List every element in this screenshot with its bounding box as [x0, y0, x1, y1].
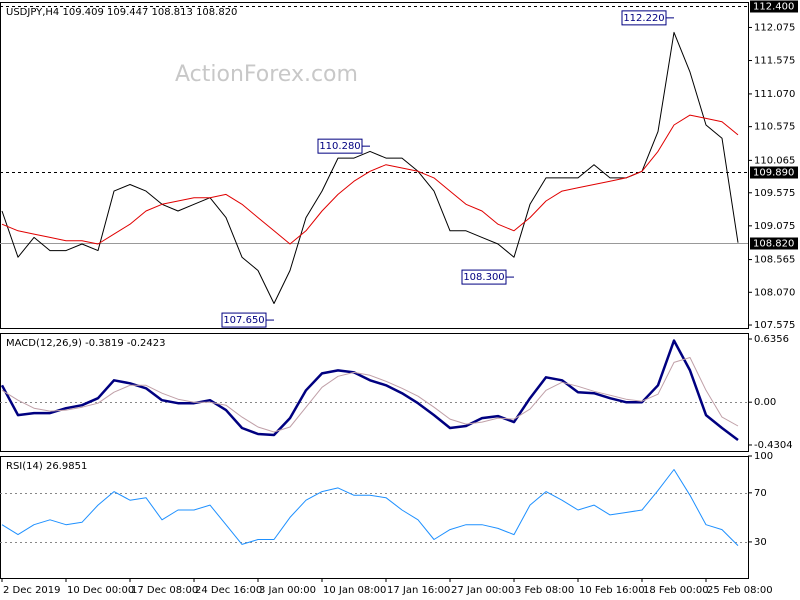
y-tick-label: 110.065 [754, 155, 795, 166]
x-tick-label: 17 Jan 16:00 [387, 585, 450, 596]
price-level-box [750, 166, 798, 179]
x-tick-label: 27 Jan 00:00 [451, 585, 514, 596]
annotation-box [461, 269, 507, 285]
y-tick-label: 108.565 [754, 255, 795, 266]
panel-frame [0, 333, 749, 452]
y-tick-label: 107.575 [754, 320, 795, 331]
annotation-label: 108.300 [463, 272, 504, 283]
x-tick-label: 3 Feb 08:00 [515, 585, 574, 596]
series-line [1, 469, 739, 546]
series-line [0, 339, 739, 441]
annotation-box [317, 138, 363, 154]
y-tick-label: 0.00 [754, 397, 776, 408]
price-level-label: 112.400 [753, 2, 794, 13]
y-tick-label: 109.575 [754, 188, 795, 199]
annotation-label: 107.650 [223, 315, 264, 326]
annotation-box [221, 312, 267, 328]
y-tick-label: 111.070 [754, 89, 795, 100]
panel-title: RSI(14) 26.9851 [6, 461, 87, 472]
x-tick-label: 2 Dec 2019 [3, 585, 61, 596]
y-tick-label: 110.575 [754, 122, 795, 133]
x-tick-label: 18 Feb 00:00 [643, 585, 709, 596]
y-tick-label: 108.070 [754, 287, 795, 298]
series-line [1, 357, 739, 433]
annotation-box [621, 10, 667, 26]
y-tick-label: 0.6356 [754, 334, 789, 345]
y-tick-label: 112.075 [754, 22, 795, 33]
watermark: ActionForex.com [175, 62, 358, 87]
y-tick-label: 109.075 [754, 221, 795, 232]
price-level-label: 108.820 [753, 239, 794, 250]
panel-title: USDJPY,H4 109.409 109.447 108.813 108.82… [6, 7, 237, 18]
x-tick-label: 17 Dec 08:00 [131, 585, 198, 596]
series-line [1, 114, 739, 245]
annotation-label: 112.220 [623, 13, 664, 24]
x-tick-label: 10 Feb 16:00 [579, 585, 645, 596]
y-tick-label: 100 [754, 451, 773, 462]
price-level-box [750, 237, 798, 250]
series-line [1, 31, 739, 304]
y-tick-label: -0.4304 [754, 440, 793, 451]
price-level-label: 109.890 [753, 168, 794, 179]
y-tick-label: 111.575 [754, 56, 795, 67]
y-tick-label: 70 [754, 488, 767, 499]
panel-title: MACD(12,26,9) -0.3819 -0.2423 [6, 338, 166, 349]
x-tick-label: 10 Dec 00:00 [67, 585, 134, 596]
x-tick-label: 24 Dec 16:00 [195, 585, 262, 596]
panel-frame [0, 2, 749, 329]
panel-frame [0, 456, 749, 579]
price-level-box [750, 0, 798, 13]
x-tick-label: 10 Jan 08:00 [323, 585, 386, 596]
x-tick-label: 3 Jan 00:00 [259, 585, 316, 596]
x-tick-label: 25 Feb 08:00 [707, 585, 773, 596]
annotation-label: 110.280 [319, 141, 360, 152]
y-tick-label: 30 [754, 537, 767, 548]
